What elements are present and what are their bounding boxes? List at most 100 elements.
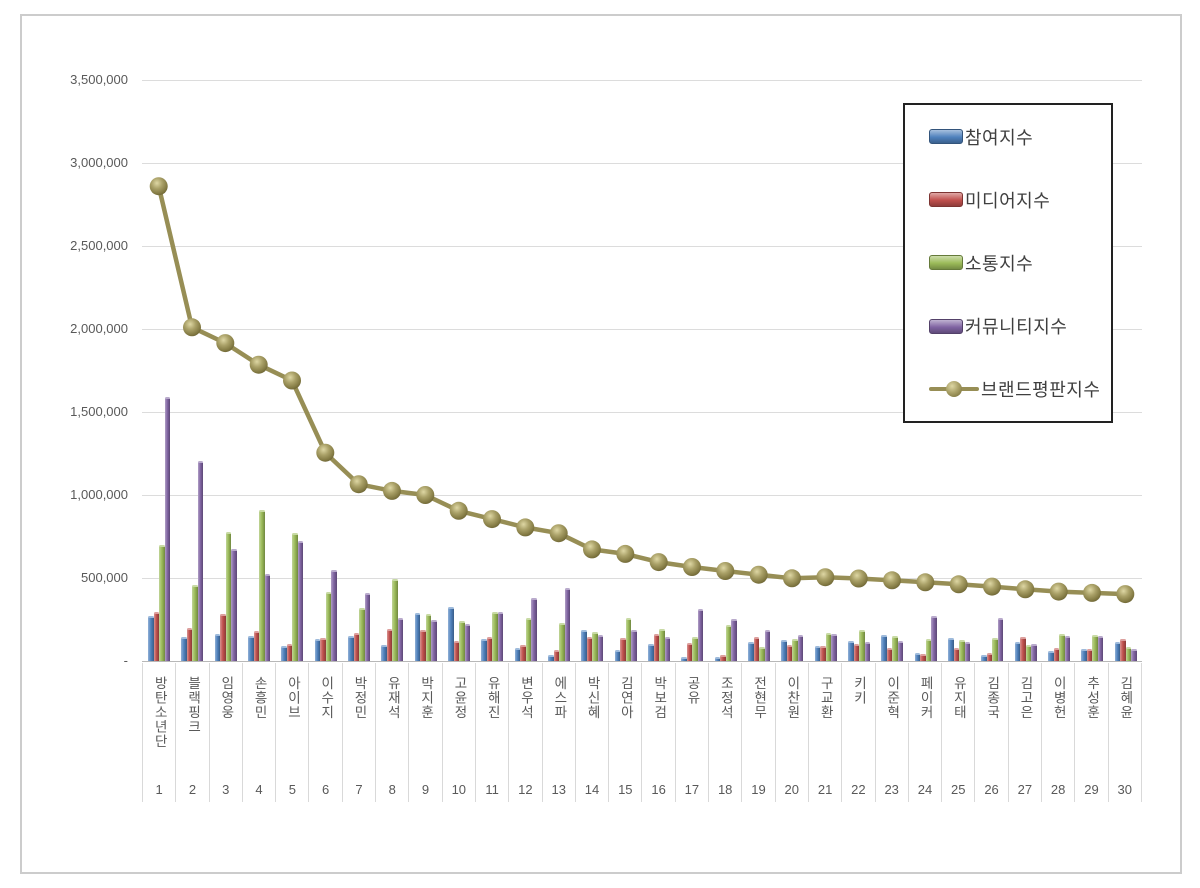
category-cell: 김종국 26 <box>974 663 1007 802</box>
legend-item-communication-index: 소통지수 <box>929 250 1111 276</box>
media-index-bar <box>1053 648 1059 661</box>
category-cell: 조정석 18 <box>708 663 741 802</box>
communication-index-bar <box>1125 646 1132 661</box>
category-label: 블랙핑크 <box>185 676 201 734</box>
community-index-bar <box>1064 636 1070 661</box>
participation-index-bar <box>1114 642 1121 661</box>
community-index-bar <box>197 460 204 661</box>
category-rank: 7 <box>355 782 363 797</box>
community-index-swatch-icon <box>929 318 963 334</box>
gridline <box>142 79 1142 81</box>
category-rank: 10 <box>451 782 467 797</box>
category-rank: 16 <box>651 782 666 797</box>
communication-index-bar <box>425 614 432 661</box>
participation-index-bar <box>381 644 387 661</box>
category-rank: 24 <box>917 782 933 797</box>
x-axis: 방탄소년단 1 블랙핑크 2 임영웅 3 손흥민 4 아이브 5 이수지 6 박정민 7 유재석 8 박지훈 9 고… <box>142 663 1142 802</box>
communication-index-bar <box>659 629 665 661</box>
category-cell: 에스파 13 <box>541 663 575 802</box>
category-label: 에스파 <box>551 676 567 720</box>
community-index-bar <box>564 587 570 661</box>
bar-group <box>275 80 308 661</box>
y-axis-label: - <box>123 653 128 668</box>
media-index-bar <box>786 644 793 661</box>
participation-index-bar <box>648 644 654 661</box>
participation-index-swatch-icon <box>929 129 963 145</box>
media-index-bar <box>1120 639 1126 661</box>
bar-group <box>909 80 942 661</box>
media-index-bar <box>986 652 993 661</box>
category-cell: 페이커 24 <box>907 663 941 802</box>
legend-label: 브랜드평판지수 <box>981 380 1101 401</box>
community-index-bar <box>864 642 870 661</box>
category-cell: 블랙핑크 2 <box>175 663 208 802</box>
category-cell: 손흥민 4 <box>241 663 275 802</box>
category-cell: 박신혜 14 <box>574 663 608 802</box>
category-cell: 유재석 8 <box>375 663 408 802</box>
participation-index-bar <box>314 639 321 661</box>
participation-index-bar <box>1081 648 1087 661</box>
community-index-bar <box>997 618 1004 661</box>
category-rank: 11 <box>485 782 499 797</box>
communication-index-bar <box>459 621 465 661</box>
community-index-bar <box>364 592 370 661</box>
community-index-bar <box>297 541 304 661</box>
community-index-bar <box>764 629 770 661</box>
category-cell: 임영웅 3 <box>208 663 242 802</box>
participation-index-bar <box>514 648 521 661</box>
category-cell: 박정민 7 <box>341 663 375 802</box>
category-cell: 김혜윤 30 <box>1107 663 1142 802</box>
communication-index-bar <box>259 509 265 661</box>
bar-group <box>342 80 375 661</box>
community-index-bar <box>697 609 704 661</box>
legend: 참여지수 미디어지수 소통지수 커뮤니티지수 브랜드평판지수 <box>903 103 1113 423</box>
participation-index-bar <box>448 607 454 661</box>
media-index-bar <box>253 630 259 661</box>
legend-item-community-index: 커뮤니티지수 <box>929 313 1111 339</box>
category-rank: 26 <box>984 782 999 797</box>
legend-label: 참여지수 <box>965 127 1034 148</box>
category-rank: 21 <box>817 782 833 797</box>
gridline <box>142 660 1142 662</box>
category-cell: 변우석 12 <box>508 663 541 802</box>
participation-index-bar <box>614 649 621 661</box>
participation-index-bar <box>181 636 187 661</box>
category-label: 김종국 <box>984 676 1000 720</box>
y-axis-label: 2,000,000 <box>70 321 128 336</box>
category-rank: 27 <box>1017 782 1033 797</box>
bar-group <box>942 80 975 661</box>
category-rank: 19 <box>751 782 766 797</box>
category-label: 변우석 <box>518 676 534 720</box>
media-index-bar <box>453 640 459 661</box>
participation-index-bar <box>681 656 687 661</box>
community-index-bar <box>897 641 904 661</box>
bar-group <box>742 80 775 661</box>
legend-label: 소통지수 <box>965 253 1034 274</box>
category-label: 조정석 <box>718 676 734 720</box>
category-rank: 1 <box>155 782 163 797</box>
media-index-bar <box>520 644 526 661</box>
bar-group <box>142 80 175 661</box>
media-index-bar <box>753 636 759 661</box>
bar-group <box>242 80 275 661</box>
communication-index-bar <box>1025 644 1032 661</box>
category-cell: 박지훈 9 <box>408 663 441 802</box>
category-label: 박지훈 <box>418 676 434 720</box>
participation-index-bar <box>281 645 287 661</box>
media-index-bar <box>886 648 893 661</box>
community-index-bar <box>664 636 670 661</box>
participation-index-bar <box>714 656 721 661</box>
chart-border-frame <box>20 14 1182 874</box>
bar-group <box>809 80 842 661</box>
participation-index-bar <box>881 634 887 661</box>
bar-group <box>609 80 642 661</box>
media-index-bar <box>620 638 626 661</box>
communication-index-swatch-icon <box>929 255 963 271</box>
bar-group <box>542 80 575 661</box>
bar-group <box>509 80 542 661</box>
community-index-bar <box>597 634 604 661</box>
participation-index-bar <box>214 634 221 661</box>
participation-index-bar <box>548 654 554 661</box>
media-index-bar <box>720 654 726 661</box>
community-index-bar <box>964 642 970 661</box>
